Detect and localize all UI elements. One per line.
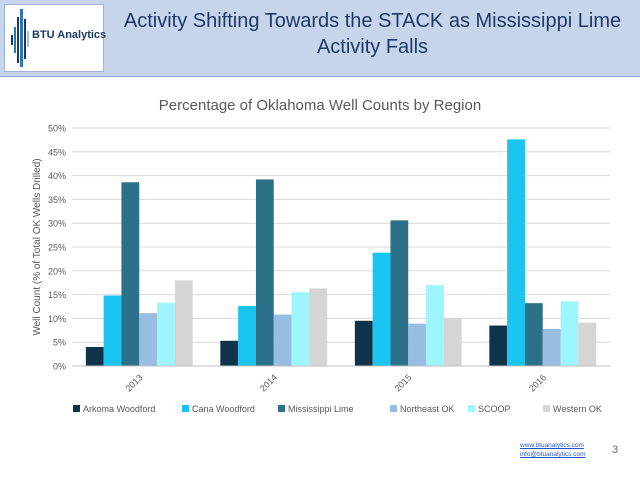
- legend-swatch: [73, 405, 80, 412]
- x-tick-label: 2016: [527, 372, 548, 393]
- y-tick-label: 40%: [48, 171, 66, 181]
- y-tick-label: 5%: [53, 338, 66, 348]
- bar: [291, 292, 310, 366]
- btu-logo: BTU Analytics: [4, 4, 107, 72]
- bar: [507, 139, 525, 366]
- bar: [560, 301, 579, 366]
- legend-swatch: [390, 405, 397, 412]
- bar: [542, 328, 561, 366]
- bar-chart: Percentage of Oklahoma Well Counts by Re…: [32, 97, 610, 414]
- legend-label: Mississippi Lime: [288, 404, 354, 414]
- legend-label: Northeast OK: [400, 404, 455, 414]
- chart-title: Percentage of Oklahoma Well Counts by Re…: [159, 97, 481, 114]
- x-tick-label: 2014: [258, 372, 279, 393]
- y-tick-label: 45%: [48, 147, 66, 157]
- y-tick-label: 35%: [48, 195, 66, 205]
- x-tick-label: 2013: [123, 372, 144, 393]
- footer-links[interactable]: www.btuanalytics.com info@btuanalytics.c…: [520, 441, 586, 459]
- bar: [273, 314, 292, 366]
- bar: [309, 288, 328, 366]
- y-tick-label: 30%: [48, 219, 66, 229]
- legend-label: Western OK: [553, 404, 602, 414]
- bar: [443, 318, 462, 366]
- y-tick-label: 25%: [48, 243, 66, 253]
- slide-title: Activity Shifting Towards the STACK as M…: [123, 10, 622, 58]
- y-axis-label: Well Count (% of Total OK Wells Drilled): [32, 158, 43, 335]
- slide-header: BTU Analytics Activity Shifting Towards …: [0, 0, 640, 77]
- bar: [255, 179, 274, 366]
- legend-label: Arkoma Woodford: [83, 404, 155, 414]
- bar: [139, 313, 158, 366]
- bar: [238, 306, 256, 366]
- page-number: 3: [612, 444, 619, 456]
- bar: [220, 340, 239, 366]
- y-tick-label: 10%: [48, 314, 66, 324]
- bar: [489, 325, 508, 366]
- bar: [578, 322, 597, 366]
- bar: [372, 252, 391, 366]
- y-tick-label: 50%: [48, 124, 66, 134]
- bar: [103, 295, 122, 366]
- legend-swatch: [468, 405, 475, 412]
- y-tick-label: 15%: [48, 290, 66, 300]
- email-link[interactable]: info@btuanalytics.com: [520, 451, 586, 458]
- y-tick-label: 20%: [48, 266, 66, 276]
- logo-bars-icon: [11, 9, 29, 67]
- legend-swatch: [182, 405, 189, 412]
- legend-swatch: [278, 405, 285, 412]
- website-link[interactable]: www.btuanalytics.com: [520, 442, 584, 449]
- bar: [408, 323, 427, 366]
- bar: [354, 320, 373, 366]
- bar: [390, 220, 409, 366]
- bar: [426, 285, 444, 366]
- bar: [174, 280, 193, 366]
- bar: [85, 346, 104, 366]
- bar: [524, 303, 543, 366]
- bar: [157, 302, 175, 366]
- legend-label: SCOOP: [478, 404, 511, 414]
- x-tick-label: 2015: [392, 372, 413, 393]
- legend-label: Cana Woodford: [192, 404, 255, 414]
- logo-text: BTU Analytics: [32, 29, 107, 41]
- y-tick-label: 0%: [53, 362, 66, 372]
- legend-swatch: [543, 405, 550, 412]
- bar: [121, 182, 140, 366]
